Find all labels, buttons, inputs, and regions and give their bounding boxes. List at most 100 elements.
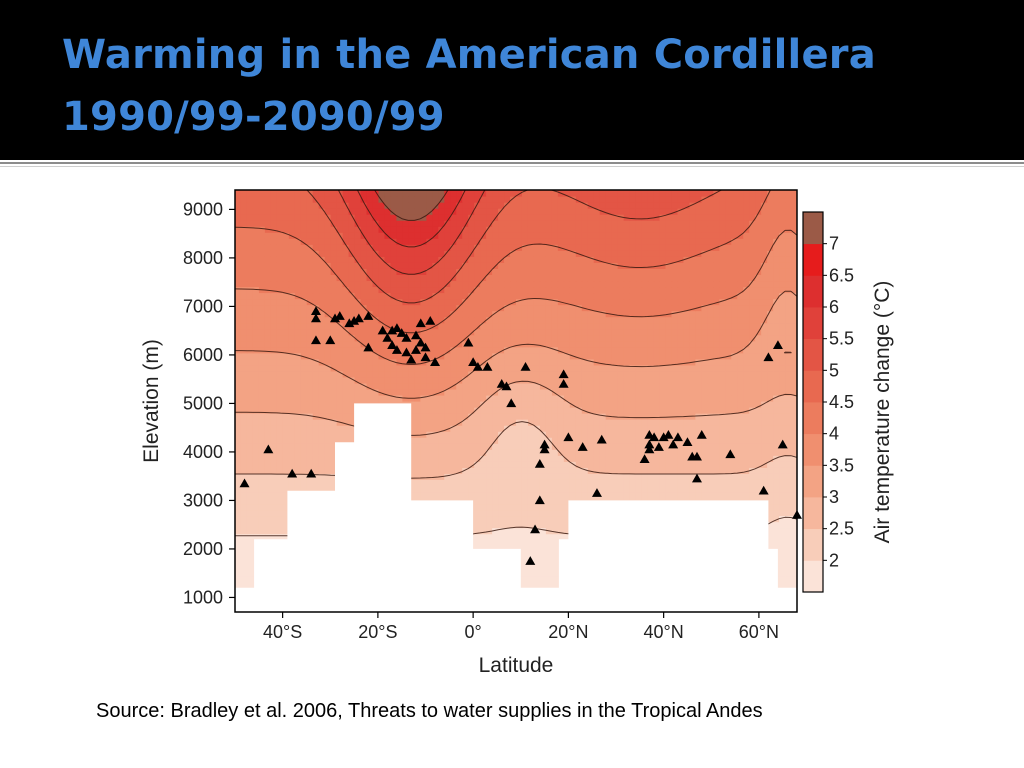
y-axis: 1000 2000 3000 4000 5000 6000 7000 8000 9000 [183,199,235,607]
colorbar: 2 2.5 3 3.5 4 4.5 5 5.5 6 6.5 7 [802,211,854,593]
station-marker [310,306,321,316]
station-marker [468,357,479,366]
colorbar-label: Air temperature change (°C) [871,281,894,544]
station-marker [534,495,545,505]
y-tick-label: 3000 [183,490,223,510]
station-marker [401,347,412,357]
station-marker [691,451,702,461]
station-marker [387,340,398,349]
station-marker [334,311,345,320]
station-marker [672,432,683,442]
y-tick-label: 6000 [183,345,223,365]
station-marker [772,340,783,349]
colorbar-tick-label: 5 [829,360,839,380]
station-marker [463,337,474,347]
station-marker [644,444,655,454]
station-marker [539,444,550,454]
title-bar: Warming in the American Cordillera 1990/… [0,0,1024,160]
header-rule-thin [0,166,1024,167]
colorbar-swatch [803,433,823,466]
station-marker [558,369,569,379]
station-marker [391,323,402,332]
x-axis: 40°S 20°S 0° 20°N 40°N 60°N [263,612,779,642]
colorbar-swatch [803,275,823,308]
colorbar-tick-label: 2 [829,550,839,570]
station-marker [777,439,788,449]
station-marker [306,468,317,478]
station-marker [406,354,417,364]
colorbar-swatch [803,497,823,530]
colorbar-swatch [803,370,823,403]
station-marker [563,432,574,442]
colorbar-tick-label: 4 [829,424,839,444]
station-marker [363,311,374,320]
station-marker [530,524,541,534]
station-marker [644,439,655,449]
colorbar-swatch [803,243,823,276]
station-marker [430,357,441,366]
colorbar-swatch [803,307,823,340]
slide-title-line-1: Warming in the American Cordillera [62,32,876,78]
station-marker [539,439,550,449]
station-marker [396,328,407,337]
colorbar-tick-label: 3.5 [829,455,854,475]
x-tick-label: 0° [465,622,482,642]
terrain-mask [235,403,797,612]
station-marker [534,459,545,468]
y-tick-label: 5000 [183,393,223,413]
station-marker [725,449,736,459]
colorbar-tick-label: 3 [829,487,839,507]
contour-line [374,190,449,221]
station-marker [410,330,421,340]
station-marker [639,454,650,463]
station-marker [344,318,355,328]
y-tick-label: 1000 [183,587,223,607]
station-marker [382,332,393,342]
station-marker [596,434,607,444]
station-marker [263,444,274,454]
station-marker [415,318,426,328]
station-marker [310,313,321,323]
station-marker [501,381,512,391]
station-marker [420,352,431,362]
station-marker [325,335,336,345]
x-tick-label: 20°N [548,622,588,642]
x-axis-label: Latitude [479,654,554,677]
station-marker [591,488,602,497]
station-marker [401,332,412,342]
colorbar-tick-label: 6.5 [829,265,854,285]
station-marker [410,345,421,354]
station-marker [577,442,588,451]
colorbar-swatch [803,465,823,498]
source-caption: Source: Bradley et al. 2006, Threats to … [96,700,763,722]
x-tick-label: 60°N [739,622,779,642]
station-marker [506,398,517,408]
contour-line [337,190,486,275]
colorbar-tick-label: 6 [829,297,839,317]
station-markers [239,306,802,565]
station-marker [425,315,436,325]
colorbar-swatch [803,402,823,435]
station-marker [658,432,669,442]
station-marker [668,439,679,449]
station-marker [310,335,321,345]
station-marker [649,432,660,442]
station-marker [349,315,360,325]
y-tick-label: 8000 [183,248,223,268]
station-marker [387,325,398,335]
station-marker [525,556,536,565]
x-tick-label: 40°N [644,622,684,642]
y-tick-label: 9000 [183,199,223,219]
station-marker [520,362,531,371]
x-tick-label: 20°S [358,622,397,642]
colorbar-tick-label: 7 [829,234,839,254]
y-tick-label: 7000 [183,296,223,316]
colorbar-swatch [803,338,823,371]
station-marker [653,442,664,451]
y-tick-label: 4000 [183,442,223,462]
plot-frame [234,189,798,613]
contour-line [235,290,797,399]
station-marker [363,342,374,352]
station-marker [663,429,674,439]
